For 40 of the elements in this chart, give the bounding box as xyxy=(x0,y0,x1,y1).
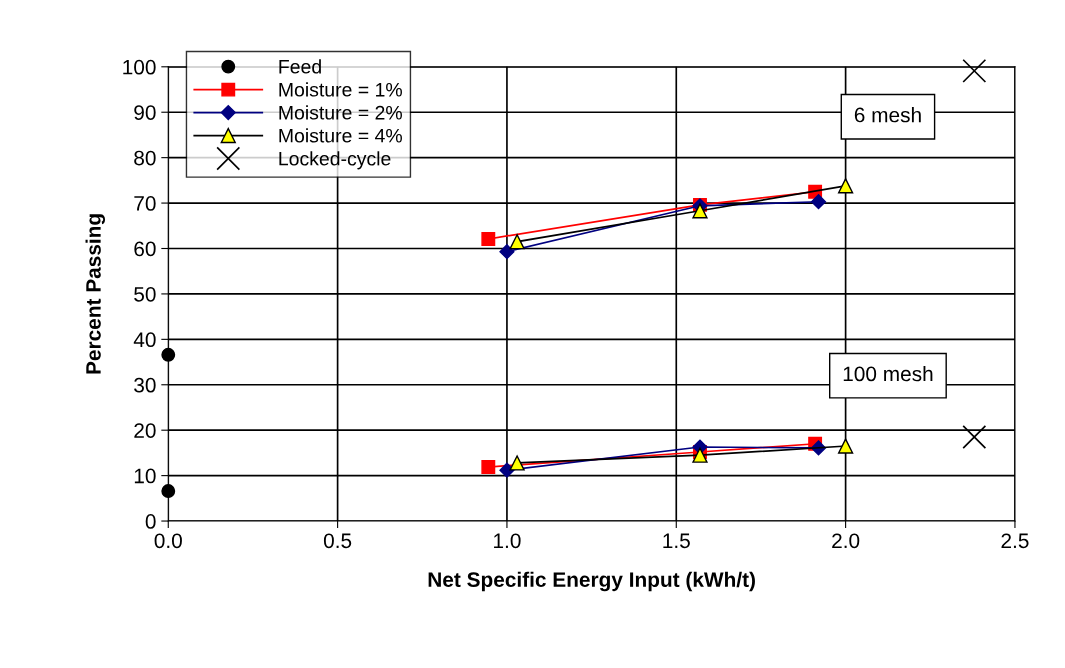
x-tick-label: 0.5 xyxy=(323,533,352,549)
y-tick-label: 70 xyxy=(134,196,156,211)
y-tick-label: 80 xyxy=(134,150,156,166)
point xyxy=(481,232,496,246)
y-tick-label: 0 xyxy=(145,514,156,529)
y-tick-label: 50 xyxy=(134,286,156,302)
y-axis-title: Percent Passing xyxy=(85,214,106,374)
x-tick-label: 2.5 xyxy=(1001,533,1029,549)
legend-label: Moisture = 4% xyxy=(279,128,402,143)
annotation: 100 mesh xyxy=(843,365,933,382)
point xyxy=(481,460,496,474)
point xyxy=(962,425,987,449)
x-tick-label: 1.5 xyxy=(663,533,690,549)
y-tick-label: 30 xyxy=(134,377,156,393)
point xyxy=(509,234,525,250)
y-tick-label: 60 xyxy=(134,241,156,257)
point xyxy=(161,484,176,499)
point xyxy=(161,347,176,362)
x-tick-label: 0.0 xyxy=(154,533,182,549)
legend-label: Moisture = 1% xyxy=(279,82,402,97)
legend-label: Feed xyxy=(279,59,321,74)
point xyxy=(499,244,515,260)
point xyxy=(692,447,708,463)
x-axis-title: Net Specific Energy Input (kWh/t) xyxy=(428,571,755,592)
point xyxy=(509,455,525,471)
y-tick-label: 100 xyxy=(123,59,156,75)
legend-label: Locked-cycle xyxy=(279,151,391,170)
point xyxy=(692,203,708,219)
point xyxy=(962,58,987,83)
y-tick-label: 90 xyxy=(134,105,156,120)
y-tick-label: 40 xyxy=(133,332,156,348)
x-tick-label: 2.0 xyxy=(832,533,860,549)
y-tick-label: 20 xyxy=(134,423,156,438)
point xyxy=(837,178,854,194)
annotation: 6 mesh xyxy=(854,107,921,123)
point xyxy=(837,438,854,454)
x-tick-label: 1.0 xyxy=(494,533,521,549)
y-tick-label: 10 xyxy=(134,468,156,484)
legend-label: Moisture = 2% xyxy=(279,105,402,120)
point xyxy=(810,194,827,210)
